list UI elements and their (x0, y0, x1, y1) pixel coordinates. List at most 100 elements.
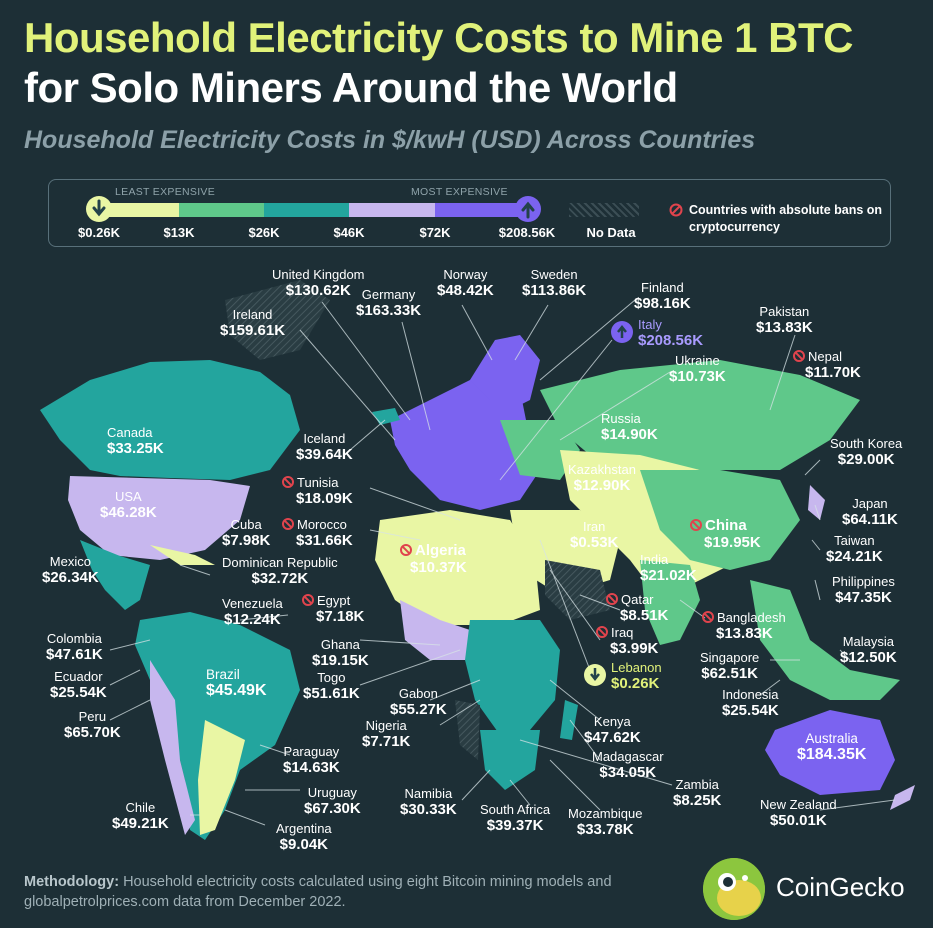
greenland-shape (225, 280, 330, 360)
label-paraguay: Paraguay $14.63K (283, 744, 340, 776)
legend-tick-3: $26K (248, 225, 280, 240)
usa-shape (68, 476, 250, 560)
label-chile: Chile $49.21K (112, 800, 169, 832)
label-sweden: Sweden $113.86K (522, 267, 587, 299)
label-nepal: Nepal $11.70K (793, 349, 861, 381)
ban-icon (400, 544, 412, 556)
chart-subtitle: Household Electricity Costs in $/kwH (US… (24, 126, 756, 154)
legend-band-1 (99, 203, 179, 217)
label-brazil: Brazil $45.49K (206, 667, 267, 700)
arabia-hatch (545, 560, 610, 620)
label-china: China $19.95K (690, 517, 761, 552)
legend-most-label: MOST EXPENSIVE (411, 186, 508, 198)
legend-band-5 (435, 203, 519, 217)
label-singapore: Singapore $62.51K (700, 650, 760, 682)
label-taiwan: Taiwan $24.21K (826, 533, 883, 565)
brand-name: CoinGecko (776, 872, 905, 902)
label-qatar: Qatar $8.51K (606, 592, 668, 624)
japan-shape (808, 485, 825, 520)
legend-least-label: LEAST EXPENSIVE (115, 186, 216, 198)
label-ukraine: Ukraine $10.73K (669, 353, 726, 385)
label-iceland: Iceland $39.64K (296, 431, 353, 463)
chart-title-line-2: for Solo Miners Around the World (24, 64, 678, 111)
new-zealand-shape (890, 785, 915, 810)
label-argentina: Argentina $9.04K (276, 821, 332, 853)
label-madagascar: Madagascar $34.05K (592, 749, 664, 781)
label-nigeria: Nigeria $7.71K (362, 718, 411, 750)
methodology-text: Household electricity costs calculated u… (24, 874, 612, 910)
label-united-kingdom: United Kingdom $130.62K (272, 267, 365, 299)
label-dominican-republic: Dominican Republic $32.72K (222, 555, 338, 587)
mexico-shape (80, 540, 150, 610)
label-australia: Australia $184.35K (797, 731, 867, 764)
label-zambia: Zambia $8.25K (673, 777, 722, 809)
label-mexico: Mexico $26.34K (42, 554, 99, 586)
label-india: India $21.02K (640, 552, 697, 584)
andes-shape (150, 660, 195, 835)
label-usa: USA $46.28K (100, 489, 157, 521)
methodology-note: Methodology: Household electricity costs… (24, 872, 684, 912)
central-africa-shape (465, 620, 560, 735)
legend-tick-6: $208.56K (498, 225, 556, 240)
label-bangladesh: Bangladesh $13.83K (702, 610, 786, 642)
south-africa-shape (480, 730, 540, 790)
ban-icon (669, 203, 683, 217)
label-lebanon: Lebanon $0.26K (611, 660, 662, 692)
africa-hatch (455, 700, 480, 760)
lebanon-down-arrow-icon (584, 664, 606, 686)
west-africa-shape (400, 600, 470, 660)
label-colombia: Colombia $47.61K (46, 631, 103, 663)
label-south-africa: South Africa $39.37K (480, 802, 551, 834)
down-arrow-icon (86, 196, 112, 222)
ban-icon (282, 518, 294, 530)
label-gabon: Gabon $55.27K (390, 686, 447, 718)
label-algeria: Algeria $10.37K (400, 542, 467, 577)
canada-shape (40, 360, 300, 480)
label-ghana: Ghana $19.15K (312, 637, 369, 669)
legend-band-4 (349, 203, 435, 217)
label-iraq: Iraq $3.99K (596, 625, 658, 657)
methodology-label: Methodology: (24, 874, 120, 890)
label-finland: Finland $98.16K (634, 280, 691, 312)
legend-tick-4: $46K (333, 225, 365, 240)
label-cuba: Cuba $7.98K (222, 517, 271, 549)
label-egypt: Egypt $7.18K (302, 593, 364, 625)
label-ireland: Ireland $159.61K (220, 307, 286, 339)
legend-ban-label: Countries with absolute bans on cryptocu… (689, 203, 883, 234)
ban-icon (596, 626, 608, 638)
legend-no-data-swatch (569, 203, 639, 217)
legend-band-2 (179, 203, 264, 217)
ban-icon (282, 476, 294, 488)
label-philippines: Philippines $47.35K (832, 574, 895, 606)
se-asia-shape (750, 580, 900, 700)
label-japan: Japan $64.11K (842, 496, 898, 528)
scandinavia-shape (470, 335, 540, 410)
label-ecuador: Ecuador $25.54K (50, 669, 107, 701)
legend-tick-2: $13K (163, 225, 195, 240)
china-shape (640, 470, 800, 570)
india-shape (640, 560, 700, 645)
south-america-shape (135, 612, 300, 840)
label-peru: Peru $65.70K (64, 709, 121, 741)
label-namibia: Namibia $30.33K (400, 786, 457, 818)
label-norway: Norway $48.42K (437, 267, 494, 299)
russia-shape (540, 360, 860, 470)
legend-tick-1: $0.26K (78, 225, 120, 240)
chart-title-line-1: Household Electricity Costs to Mine 1 BT… (24, 14, 853, 61)
label-canada: Canada $33.25K (107, 425, 164, 457)
label-malaysia: Malaysia $12.50K (840, 634, 897, 666)
ban-icon (702, 611, 714, 623)
label-germany: Germany $163.33K (356, 287, 422, 319)
ban-icon (793, 350, 805, 362)
ban-icon (606, 593, 618, 605)
argentina-shape (198, 720, 245, 835)
label-kenya: Kenya $47.62K (584, 714, 641, 746)
label-russia: Russia $14.90K (601, 411, 658, 443)
ban-icon (690, 519, 702, 531)
label-new-zealand: New Zealand $50.01K (760, 797, 837, 829)
australia-shape (765, 710, 895, 795)
up-arrow-icon (515, 196, 541, 222)
label-morocco: Morocco $31.66K (282, 517, 353, 549)
label-tunisia: Tunisia $18.09K (282, 475, 353, 507)
